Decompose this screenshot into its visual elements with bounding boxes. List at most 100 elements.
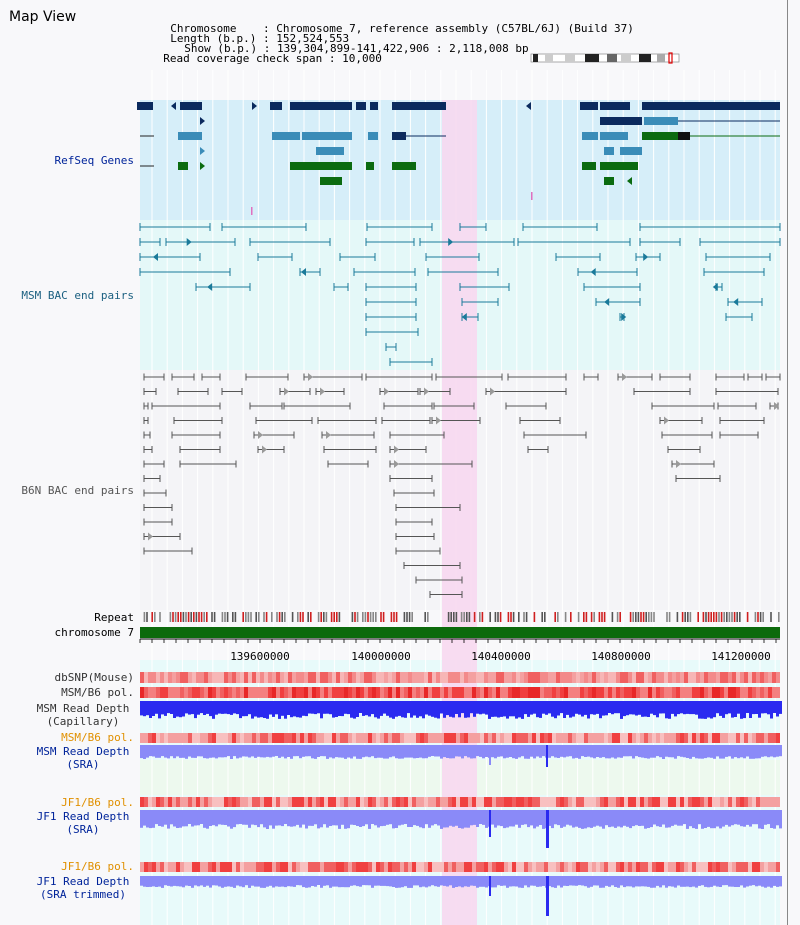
repeat-element: [494, 612, 497, 622]
read-depth-bar: [266, 810, 269, 829]
dbsnp-cell: [512, 672, 516, 683]
repeat-track[interactable]: [143, 612, 780, 622]
read-depth-bar: [677, 876, 680, 886]
chromosome-bar[interactable]: [140, 627, 780, 638]
repeat-element: [601, 612, 603, 622]
repeat-element: [174, 612, 177, 622]
polymorphism-cell: [200, 733, 204, 743]
polymorphism-cell: [292, 862, 296, 872]
track-label-refseq[interactable]: RefSeq Genes: [54, 154, 134, 167]
polymorphism-cell: [524, 797, 528, 807]
chromosome-ideogram[interactable]: [529, 52, 684, 64]
polymorphism-cell: [244, 797, 248, 807]
polymorphism-cell: [408, 862, 412, 872]
track-label-dbsnp[interactable]: dbSNP(Mouse): [54, 671, 134, 684]
polymorphism-cell: [472, 733, 476, 743]
track-label-msm-depth-sra[interactable]: MSM Read Depth (SRA): [28, 745, 138, 771]
track-label-msm-b6-pol[interactable]: MSM/B6 pol.: [61, 686, 134, 699]
page-title: Map View: [9, 9, 77, 25]
read-depth-bar: [533, 810, 536, 829]
read-depth-bar: [419, 876, 422, 888]
read-depth-bar: [170, 701, 173, 714]
read-depth-bar: [542, 810, 545, 829]
polymorphism-cell: [648, 862, 652, 872]
read-depth-bar: [680, 876, 683, 887]
track-label-jf1-b6-pol[interactable]: JF1/B6 pol.: [61, 796, 134, 809]
track-label-repeat[interactable]: Repeat: [94, 611, 134, 624]
read-depth-bar: [635, 876, 638, 887]
track-label-b6n-bac[interactable]: B6N BAC end pairs: [21, 484, 134, 497]
read-depth-bar: [470, 745, 473, 759]
read-depth-bar: [671, 876, 674, 887]
polymorphism-cell: [776, 687, 780, 698]
read-depth-bar: [578, 745, 581, 759]
read-depth-bar: [311, 745, 314, 759]
polymorphism-cell: [324, 797, 328, 807]
axis-tick-label: 141200000: [711, 650, 771, 663]
read-depth-bar: [230, 876, 233, 887]
read-depth-bar: [335, 810, 338, 826]
read-depth-bar: [671, 810, 674, 826]
dbsnp-cell: [152, 672, 156, 683]
track-label-msm-b6-pol-2[interactable]: MSM/B6 pol.: [61, 731, 134, 744]
read-depth-bar: [644, 701, 647, 717]
dbsnp-cell: [464, 672, 468, 683]
b6n-bac-track[interactable]: [143, 373, 781, 598]
read-depth-bar: [377, 810, 380, 828]
polymorphism-cell: [536, 797, 540, 807]
variation-tracks[interactable]: [140, 672, 782, 916]
gene-block: [582, 132, 598, 140]
polymorphism-cell: [548, 733, 552, 743]
polymorphism-cell: [468, 862, 472, 872]
read-depth-bar: [767, 701, 770, 715]
refseq-track[interactable]: [137, 102, 780, 215]
track-label-msm-depth-capillary[interactable]: MSM Read Depth (Capillary): [28, 702, 138, 728]
read-depth-bar: [476, 810, 479, 827]
read-depth-bar: [506, 876, 509, 888]
read-depth-bar: [533, 876, 536, 886]
track-label-chromosome[interactable]: chromosome 7: [54, 626, 134, 639]
repeat-element: [182, 612, 185, 622]
strand-arrow: [643, 253, 649, 261]
polymorphism-cell: [644, 687, 648, 698]
read-depth-bar: [167, 810, 170, 829]
strand-arrow: [200, 147, 205, 155]
track-label-jf1-depth-trimmed[interactable]: JF1 Read Depth (SRA trimmed): [28, 875, 138, 901]
read-depth-bar: [533, 701, 536, 714]
selection-highlight[interactable]: [442, 100, 477, 925]
polymorphism-cell: [716, 733, 720, 743]
read-depth-bar: [239, 701, 242, 719]
read-depth-bar: [329, 810, 332, 826]
polymorphism-cell: [572, 733, 576, 743]
track-label-jf1-depth-sra[interactable]: JF1 Read Depth (SRA): [28, 810, 138, 836]
track-label-msm-bac[interactable]: MSM BAC end pairs: [21, 289, 134, 302]
repeat-element: [276, 612, 278, 622]
polymorphism-cell: [156, 687, 160, 698]
dbsnp-cell: [524, 672, 528, 683]
polymorphism-cell: [688, 687, 692, 698]
read-depth-bar: [440, 701, 443, 714]
read-depth-bar: [740, 701, 743, 719]
read-depth-bar: [302, 876, 305, 888]
read-depth-bar: [698, 745, 701, 759]
msm-bac-track[interactable]: [139, 223, 781, 366]
grid-lines: [151, 70, 776, 925]
read-depth-bar: [317, 876, 320, 885]
polymorphism-cell: [376, 862, 380, 872]
read-depth-bar: [278, 701, 281, 719]
polymorphism-cell: [712, 797, 716, 807]
polymorphism-cell: [184, 862, 188, 872]
read-depth-bar: [572, 701, 575, 717]
polymorphism-cell: [228, 687, 232, 698]
track-label-jf1-b6-pol-2[interactable]: JF1/B6 pol.: [61, 860, 134, 873]
repeat-element: [684, 612, 686, 622]
repeat-element: [427, 612, 429, 622]
dbsnp-cell: [600, 672, 604, 683]
strand-arrow: [733, 298, 739, 306]
polymorphism-cell: [284, 733, 288, 743]
read-depth-bar: [221, 745, 224, 758]
read-depth-bar: [668, 810, 671, 828]
read-depth-bar: [605, 876, 608, 886]
read-depth-bar: [398, 876, 401, 888]
